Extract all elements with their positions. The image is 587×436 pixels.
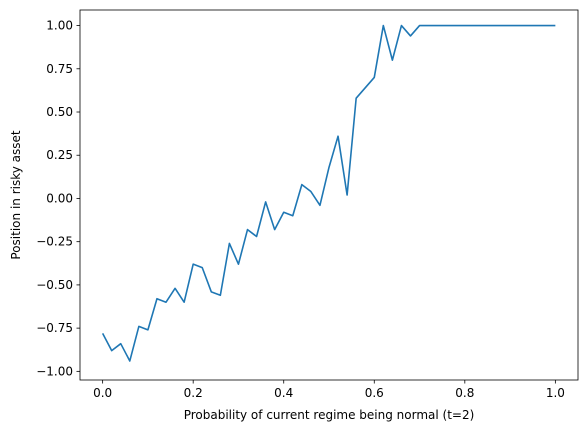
series-line <box>101 24 556 362</box>
x-tick-label: 0.0 <box>93 386 112 400</box>
y-tick-label: −0.50 <box>36 278 73 292</box>
y-tick-label: 0.25 <box>46 148 73 162</box>
x-tick-label: 0.6 <box>365 386 384 400</box>
x-tick-label: 0.8 <box>455 386 474 400</box>
x-tick-label: 0.2 <box>184 386 203 400</box>
y-tick-label: 1.00 <box>46 19 73 33</box>
y-tick-label: −0.25 <box>36 235 73 249</box>
x-tick-label: 1.0 <box>546 386 565 400</box>
y-tick-label: 0.00 <box>46 191 73 205</box>
ticks-layer: 0.0 0.2 0.4 0.6 0.8 1.0 −1.00 −0.75 −0.50 −0.25 0.… <box>36 19 565 400</box>
y-tick-label: 0.75 <box>46 62 73 76</box>
y-tick-label: 0.50 <box>46 105 73 119</box>
series-layer <box>101 24 556 362</box>
y-tick-label: −0.75 <box>36 321 73 335</box>
x-tick-label: 0.4 <box>274 386 293 400</box>
x-axis-label: Probability of current regime being norm… <box>184 408 475 422</box>
plot-area <box>80 10 578 380</box>
y-tick-label: −1.00 <box>36 364 73 378</box>
axes-frame <box>79 9 579 381</box>
y-axis-label: Position in risky asset <box>9 130 23 259</box>
